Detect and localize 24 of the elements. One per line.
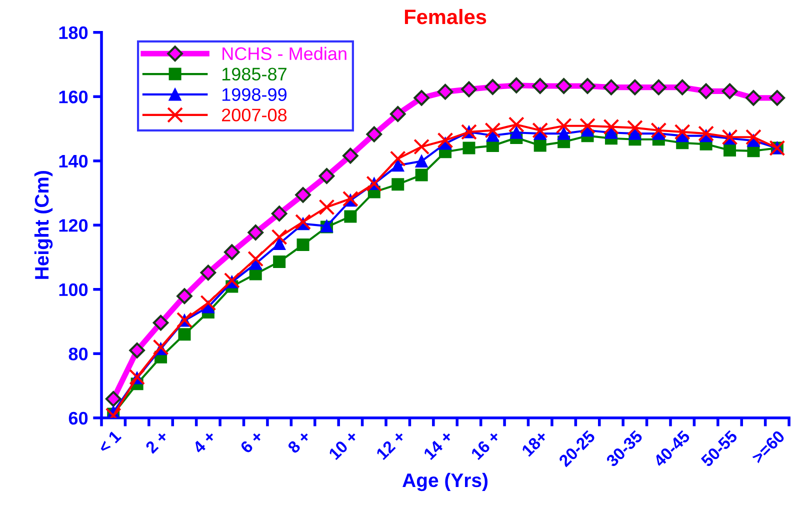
x-tick-label: < 1 [98,430,122,454]
x-tick-label: 8 + [286,430,312,454]
x-tick-label: 12 + [376,430,406,460]
y-tick-label: 80 [68,348,88,360]
legend-label: 1998-99 [222,88,286,101]
y-tick-label: 60 [68,412,88,425]
x-tick-label: 10 + [328,430,359,460]
legend-label: 1985-87 [222,68,286,81]
y-axis-title: Height (Cm) [34,171,53,279]
x-tick-label: 18+ [521,430,548,457]
legend-label: 2007-08 [222,108,287,122]
x-tick-label: 14 + [423,430,454,460]
y-tick-label: 180 [59,26,88,40]
y-tick-label: 100 [59,283,88,296]
y-tick-label: 120 [59,219,88,232]
x-tick-label: 6 + [240,430,264,454]
legend-label: NCHS - Median [222,46,346,60]
x-tick-label: 4 + [192,430,216,454]
x-axis-title: Age (Yrs) [402,472,488,492]
x-tick-label: 2 + [144,430,169,454]
x-tick-label: 16 + [470,430,501,460]
y-tick-label: 140 [59,154,88,168]
chart-title: Females [404,8,486,24]
y-tick-label: 160 [59,90,88,104]
